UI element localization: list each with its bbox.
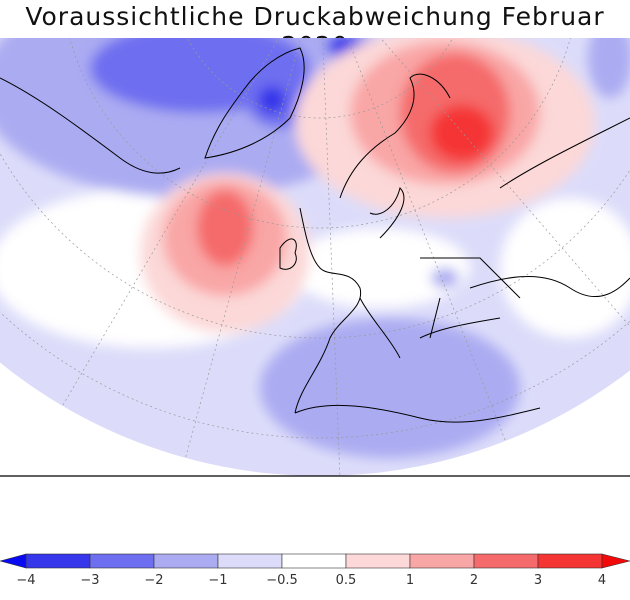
colorbar-tick-label: −1 <box>208 573 228 588</box>
colorbar-tick-label: −0.5 <box>266 573 298 588</box>
colorbar-segment <box>153 553 219 569</box>
colorbar-segment <box>345 553 411 569</box>
colorbar-segment <box>25 553 91 569</box>
neutral-zone-europe <box>290 228 470 308</box>
colorbar-segment <box>89 553 155 569</box>
colorbar-segment <box>473 553 539 569</box>
high-anomaly-scandinavia-core <box>430 105 494 161</box>
colorbar-underflow-triangle <box>0 553 27 569</box>
pressure-anomaly-map <box>0 38 630 477</box>
low-anomaly-mediterranean <box>260 318 520 458</box>
colorbar-segment <box>281 553 347 569</box>
colorbar-tick-label: 3 <box>533 573 543 588</box>
low-anomaly-balkans <box>431 268 459 288</box>
colorbar-tick-label: −2 <box>144 573 164 588</box>
colorbar-overflow-triangle <box>601 553 630 569</box>
colorbar-tick-label: 1 <box>405 573 415 588</box>
graticule <box>0 38 630 476</box>
colorbar-tick-label: 0.5 <box>335 573 357 588</box>
colorbar <box>0 553 630 569</box>
colorbar-segment <box>537 553 603 569</box>
colorbar-tick-label: −4 <box>16 573 36 588</box>
neutral-zone-russia <box>500 198 630 338</box>
colorbar-tick-label: −3 <box>80 573 100 588</box>
colorbar-tick-label: 4 <box>597 573 607 588</box>
colorbar-tick-label: 2 <box>469 573 479 588</box>
colorbar-segment <box>409 553 475 569</box>
low-anomaly-core-1 <box>258 86 286 114</box>
high-anomaly-atlantic-mid <box>197 190 253 266</box>
low-anomaly-east-edge <box>588 38 630 98</box>
colorbar-segment <box>217 553 283 569</box>
coastlines <box>0 47 630 423</box>
